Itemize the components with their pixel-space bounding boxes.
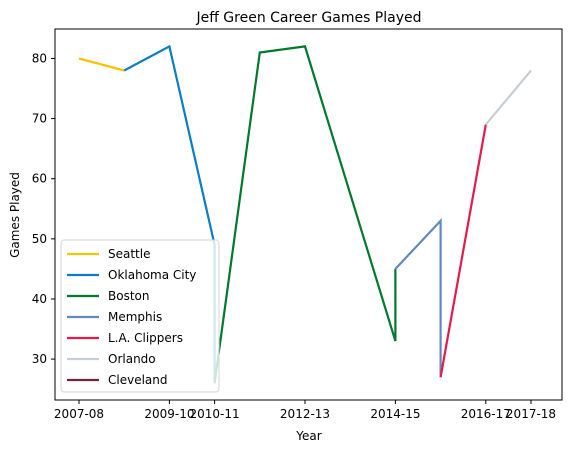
legend-label-2: Boston xyxy=(108,289,149,303)
x-tick-label-6: 2017-18 xyxy=(506,407,556,421)
y-tick-label-0: 30 xyxy=(32,352,47,366)
y-tick-label-3: 60 xyxy=(32,172,47,186)
series-line-5 xyxy=(484,69,532,126)
legend-label-4: L.A. Clippers xyxy=(108,331,183,345)
x-axis-label: Year xyxy=(295,429,321,443)
legend-label-0: Seattle xyxy=(108,247,150,261)
y-tick-label-2: 50 xyxy=(32,232,47,246)
y-axis-label: Games Played xyxy=(8,172,22,258)
series-line-0 xyxy=(78,57,125,72)
legend-label-1: Oklahoma City xyxy=(108,268,196,282)
legend: Seattle Oklahoma City Boston Memphis L.A. Cl… xyxy=(60,239,220,393)
x-tick-label-5: 2016-17 xyxy=(461,407,511,421)
x-tick-label-4: 2014-15 xyxy=(370,407,420,421)
legend-label-6: Cleveland xyxy=(108,373,168,387)
x-tick-label-3: 2012-13 xyxy=(280,407,330,421)
chart-title: Jeff Green Career Games Played xyxy=(195,10,421,26)
legend-box xyxy=(60,239,220,393)
x-tick-label-1: 2009-10 xyxy=(144,407,194,421)
x-tick-label-2: 2010-11 xyxy=(190,407,240,421)
series-line-2 xyxy=(213,45,397,384)
x-tick-label-0: 2007-08 xyxy=(54,407,104,421)
y-tick-label-4: 70 xyxy=(32,112,47,126)
y-axis-ticks: 30 40 50 60 70 80 xyxy=(32,51,55,366)
y-tick-label-5: 80 xyxy=(32,51,47,65)
legend-label-5: Orlando xyxy=(108,352,156,366)
series-line-4 xyxy=(439,124,487,378)
plot-area xyxy=(54,28,563,401)
y-tick-label-1: 40 xyxy=(32,292,47,306)
legend-label-3: Memphis xyxy=(108,310,162,324)
series-line-3 xyxy=(394,218,442,378)
